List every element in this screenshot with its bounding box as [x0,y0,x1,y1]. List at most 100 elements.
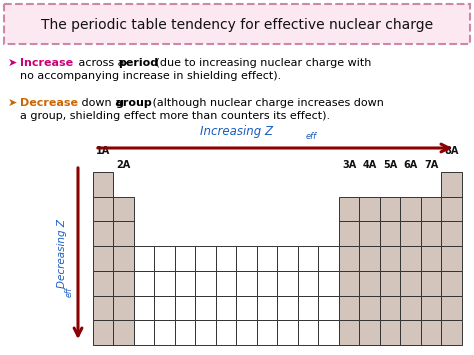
Text: ➤: ➤ [8,98,18,108]
Bar [93,197,113,222]
Text: The periodic table tendency for effective nuclear charge: The periodic table tendency for effectiv… [41,18,433,32]
Text: (although nuclear charge increases down: (although nuclear charge increases down [149,98,384,108]
Bar [155,246,175,271]
Bar [380,320,401,345]
Bar [195,320,216,345]
Bar [257,271,277,296]
Bar [277,296,298,320]
Text: 2A: 2A [117,160,131,170]
Bar [175,320,195,345]
Bar [113,222,134,246]
Text: group: group [116,98,153,108]
Bar [216,296,237,320]
Text: 8A: 8A [445,146,459,156]
Bar [195,271,216,296]
Text: 1A: 1A [96,146,110,156]
Bar [113,271,134,296]
Bar [93,296,113,320]
Text: eff: eff [306,132,317,141]
Text: eff: eff [64,287,73,297]
Bar [257,246,277,271]
Bar [155,296,175,320]
Bar [441,197,462,222]
Text: 7A: 7A [424,160,438,170]
Text: 6A: 6A [404,160,418,170]
Bar [319,246,339,271]
Bar [401,246,421,271]
Bar [380,246,401,271]
Bar [359,271,380,296]
Bar [359,197,380,222]
Bar [134,296,155,320]
Bar [237,320,257,345]
Bar [277,320,298,345]
Bar [216,271,237,296]
Text: Increase: Increase [20,58,73,68]
Bar [195,246,216,271]
Bar [237,296,257,320]
Bar [441,271,462,296]
Bar [175,296,195,320]
Bar [277,246,298,271]
Text: (due to increasing nuclear charge with: (due to increasing nuclear charge with [152,58,371,68]
Bar [359,296,380,320]
Text: Decrease: Decrease [20,98,78,108]
Bar [421,197,441,222]
Bar [359,320,380,345]
Bar [257,296,277,320]
Bar [339,271,359,296]
Bar [155,320,175,345]
Bar [93,271,113,296]
Bar [359,222,380,246]
Bar [134,246,155,271]
Bar [134,320,155,345]
Text: ➤: ➤ [8,58,18,68]
Bar [441,320,462,345]
Bar [319,320,339,345]
Bar [277,271,298,296]
Bar [93,246,113,271]
FancyBboxPatch shape [4,4,470,44]
Bar [421,296,441,320]
Bar [421,222,441,246]
Bar [319,271,339,296]
Bar [216,246,237,271]
Bar [441,172,462,197]
Bar [421,246,441,271]
Bar [401,296,421,320]
Bar [359,246,380,271]
Text: 3A: 3A [342,160,356,170]
Bar [155,271,175,296]
Text: across a: across a [75,58,128,68]
Text: no accompanying increase in shielding effect).: no accompanying increase in shielding ef… [20,71,281,81]
Bar [401,222,421,246]
Text: Increasing Z: Increasing Z [201,125,273,138]
Bar [216,320,237,345]
Bar [237,246,257,271]
Bar [401,197,421,222]
Bar [339,246,359,271]
Bar [113,197,134,222]
Bar [380,271,401,296]
Bar [441,222,462,246]
Bar [93,222,113,246]
Bar [237,271,257,296]
Bar [113,296,134,320]
Bar [175,271,195,296]
Bar [401,320,421,345]
Bar [134,271,155,296]
Bar [93,320,113,345]
Bar [380,296,401,320]
Text: 5A: 5A [383,160,397,170]
Bar [257,320,277,345]
Bar [441,246,462,271]
Bar [339,197,359,222]
Bar [113,246,134,271]
Text: a group, shielding effect more than counters its effect).: a group, shielding effect more than coun… [20,111,330,121]
Bar [380,222,401,246]
Bar [298,320,319,345]
Bar [421,320,441,345]
Bar [113,320,134,345]
Bar [298,246,319,271]
Bar [339,222,359,246]
